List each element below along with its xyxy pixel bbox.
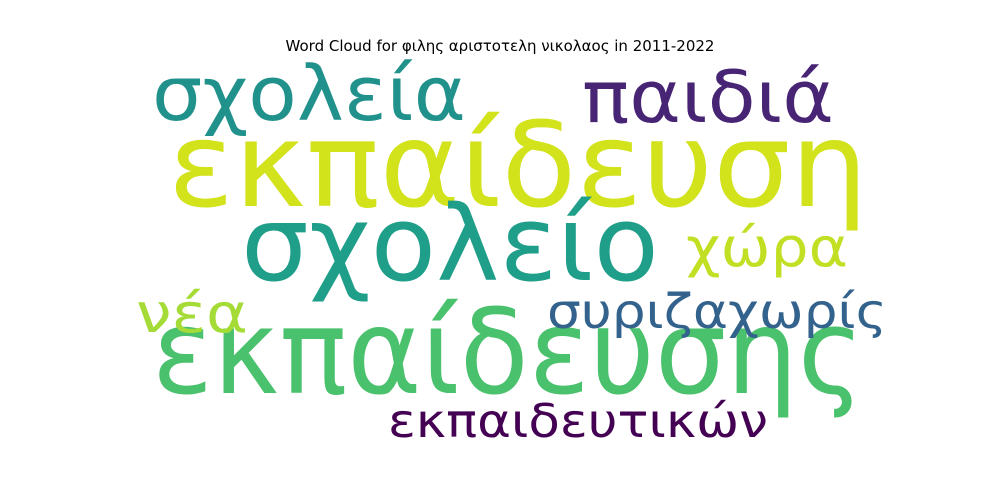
word-nea: νέα <box>136 282 248 345</box>
word-paidia: παιδιά <box>582 55 834 139</box>
word-scholeio: σχολείο <box>241 183 659 305</box>
word-syrizachoris: συριζαχωρίς <box>547 284 887 340</box>
chart-title: Word Cloud for φιλης αριστοτελη νικολαος… <box>285 37 715 55</box>
word-chora: χώρα <box>686 216 848 279</box>
word-ekpaideftikon: εκπαιδευτικών <box>388 394 768 448</box>
word-ekpaideusis: εκπαίδευσης <box>152 283 864 421</box>
word-ekpaideusi: εκπαίδευση <box>168 96 868 234</box>
word-scholeia: σχολεία <box>152 49 466 138</box>
